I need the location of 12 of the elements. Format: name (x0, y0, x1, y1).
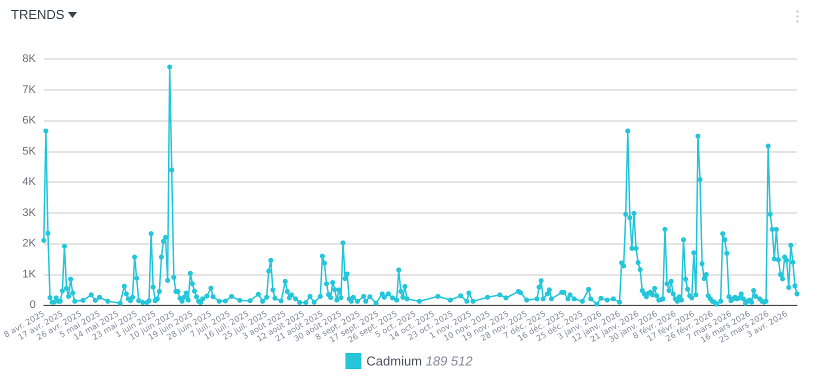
y-tick-label: 6K (22, 114, 36, 126)
legend-label: Cadmium (366, 354, 422, 368)
y-tick-label: 0 (30, 299, 36, 311)
y-tick-label: 8K (22, 53, 36, 65)
y-tick-label: 7K (22, 84, 36, 96)
y-tick-label: 1K (22, 268, 36, 280)
y-tick-label: 3K (22, 206, 36, 219)
chart-title: TRENDS (11, 7, 64, 22)
y-tick-label: 2K (22, 238, 36, 250)
text: 189 512 (426, 354, 474, 368)
y-tick-label: 5K (22, 145, 36, 158)
y-tick-label: 4K (22, 176, 36, 188)
